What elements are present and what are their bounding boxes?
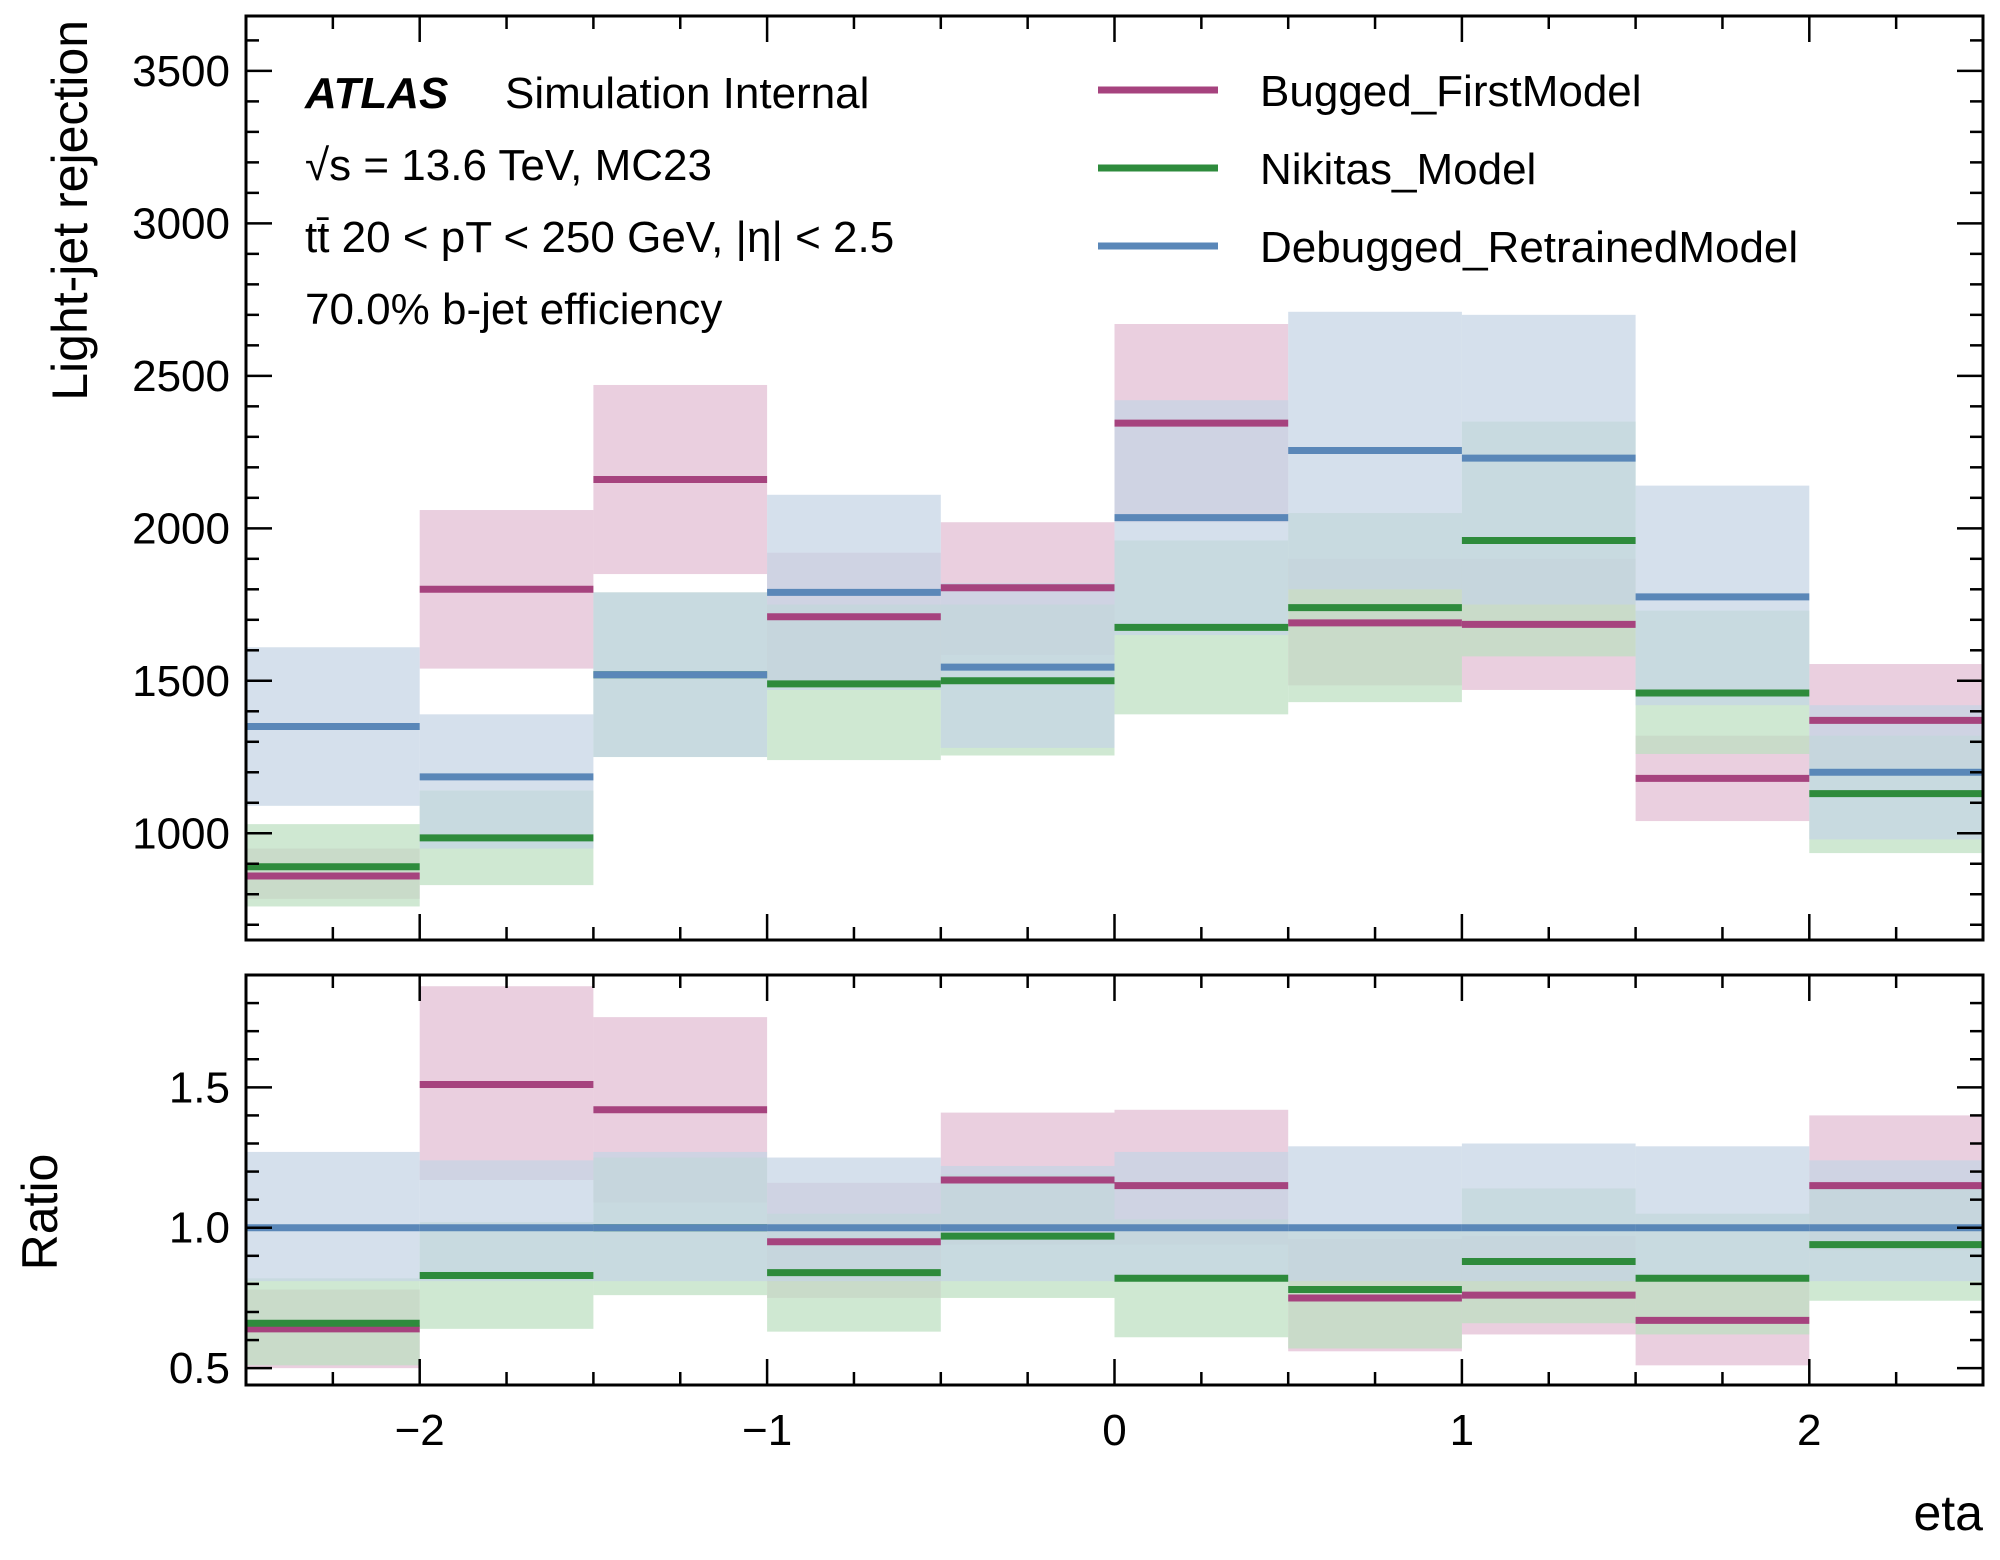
- atlas-label: ATLAS: [304, 69, 448, 118]
- y-axis-title-ratio: Ratio: [12, 1154, 68, 1271]
- legend-label-nikitas-model: Nikitas_Model: [1260, 145, 1536, 194]
- experiment-annotation: ATLAS Simulation Internal √s = 13.6 TeV,…: [304, 69, 894, 334]
- x-tick-label: 1: [1450, 1406, 1474, 1455]
- x-tick-label: 0: [1102, 1406, 1126, 1455]
- energy-label: √s = 13.6 TeV, MC23: [305, 141, 712, 190]
- axis-tick-labels: −2 −1 0 1 2 1000 1500 2000 2500 3000 3500 0.5 1.0 1.5: [132, 47, 1821, 1455]
- top-band-debugged-retrainedmodel-bin-1: [419, 714, 594, 849]
- y-tick-label-ratio: 1.5: [169, 1063, 230, 1112]
- ratio-band-debugged-retrainedmodel-bin-6: [1288, 1146, 1462, 1282]
- y-tick-label-top: 1500: [132, 657, 230, 706]
- ratio-panel-series-lines: [246, 1081, 1983, 1333]
- y-tick-label-top: 3000: [132, 199, 230, 248]
- y-tick-label-top: 2000: [132, 504, 230, 553]
- y-axis-title-top: Light-jet rejection: [42, 20, 98, 401]
- ratio-band-debugged-retrainedmodel-bin-4: [940, 1165, 1115, 1282]
- legend-label-bugged-firstmodel: Bugged_FirstModel: [1260, 67, 1642, 116]
- x-tick-label: 2: [1797, 1406, 1821, 1455]
- y-tick-label-ratio: 1.0: [169, 1204, 230, 1253]
- efficiency-label: 70.0% b-jet efficiency: [305, 285, 722, 334]
- axis-ticks: [244, 16, 1985, 1385]
- x-axis-title: eta: [1913, 1485, 1983, 1541]
- ratio-band-debugged-retrainedmodel-bin-8: [1635, 1146, 1810, 1282]
- ratio-band-debugged-retrainedmodel-bin-3: [767, 1157, 941, 1282]
- top-panel-series-lines: [246, 419, 1983, 880]
- legend: Bugged_FirstModel Nikitas_Model Debugged_R…: [1098, 67, 1798, 272]
- x-tick-label: −1: [742, 1406, 792, 1455]
- ratio-band-debugged-retrainedmodel-bin-1: [419, 1160, 594, 1282]
- x-tick-label: −2: [395, 1406, 445, 1455]
- status-label: Simulation Internal: [505, 69, 869, 118]
- y-tick-label-top: 2500: [132, 352, 230, 401]
- ratio-band-debugged-retrainedmodel-bin-0: [246, 1151, 420, 1282]
- selection-label: tt̄ 20 < pT < 250 GeV, |η| < 2.5: [305, 213, 894, 262]
- ratio-band-debugged-retrainedmodel-bin-2: [593, 1151, 768, 1282]
- ratio-band-debugged-retrainedmodel-bin-5: [1114, 1151, 1289, 1282]
- legend-label-debugged-retrainedmodel: Debugged_RetrainedModel: [1260, 223, 1798, 272]
- y-tick-label-ratio: 0.5: [169, 1344, 230, 1393]
- y-tick-label-top: 3500: [132, 47, 230, 96]
- ratio-band-debugged-retrainedmodel-bin-9: [1809, 1160, 1983, 1282]
- y-tick-label-top: 1000: [132, 809, 230, 858]
- top-panel-error-bands: [246, 311, 1983, 907]
